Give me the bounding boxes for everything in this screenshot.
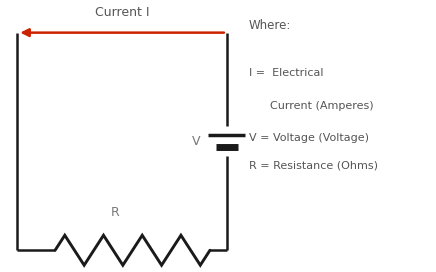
Text: Current I: Current I (95, 6, 149, 19)
Text: Current (Amperes): Current (Amperes) (249, 101, 373, 111)
Text: V = Voltage (Voltage): V = Voltage (Voltage) (249, 133, 368, 143)
Text: I =  Electrical: I = Electrical (249, 68, 323, 78)
Text: V: V (192, 135, 201, 148)
Text: R = Resistance (Ohms): R = Resistance (Ohms) (249, 160, 378, 171)
Text: R: R (111, 206, 119, 219)
Text: Where:: Where: (249, 19, 291, 32)
